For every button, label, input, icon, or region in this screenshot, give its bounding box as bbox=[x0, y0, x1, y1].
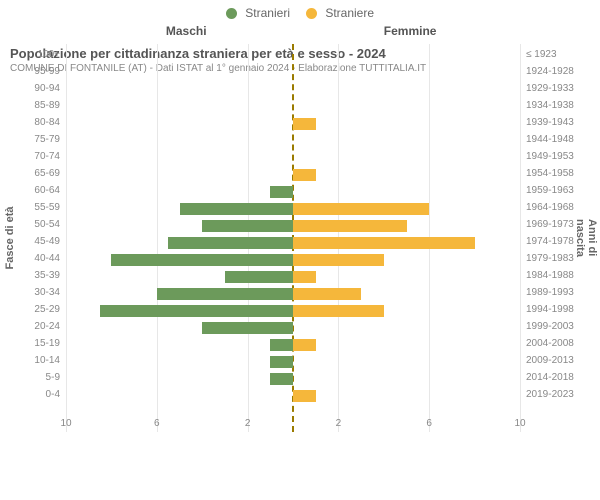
birth-years-label: 1984-1988 bbox=[526, 270, 598, 281]
birth-years-label: 1929-1933 bbox=[526, 83, 598, 94]
bar-male bbox=[168, 237, 293, 249]
birth-years-label: 1944-1948 bbox=[526, 134, 598, 145]
x-tick-label: 10 bbox=[514, 418, 525, 429]
legend-label-female: Straniere bbox=[325, 6, 374, 20]
birth-years-label: 1934-1938 bbox=[526, 100, 598, 111]
birth-years-label: 1964-1968 bbox=[526, 202, 598, 213]
age-label: 5-9 bbox=[2, 372, 60, 383]
legend: Stranieri Straniere bbox=[0, 0, 600, 20]
x-tick-label: 6 bbox=[426, 418, 432, 429]
legend-item-female: Straniere bbox=[306, 6, 374, 20]
header-male: Maschi bbox=[166, 24, 207, 38]
birth-years-label: 1989-1993 bbox=[526, 287, 598, 298]
legend-label-male: Stranieri bbox=[245, 6, 290, 20]
legend-swatch-female bbox=[306, 8, 317, 19]
age-label: 0-4 bbox=[2, 389, 60, 400]
y-axis-title-left: Fasce di età bbox=[4, 207, 16, 270]
bar-female bbox=[293, 339, 316, 351]
population-pyramid: 100+≤ 192395-991924-192890-941929-193385… bbox=[66, 44, 520, 432]
bar-female bbox=[293, 237, 475, 249]
legend-swatch-male bbox=[226, 8, 237, 19]
bar-male bbox=[270, 339, 293, 351]
bar-male bbox=[202, 322, 293, 334]
x-tick-label: 6 bbox=[154, 418, 160, 429]
birth-years-label: 2009-2013 bbox=[526, 355, 598, 366]
birth-years-label: 2014-2018 bbox=[526, 372, 598, 383]
bar-female bbox=[293, 203, 429, 215]
birth-years-label: 2019-2023 bbox=[526, 389, 598, 400]
age-label: 85-89 bbox=[2, 100, 60, 111]
age-label: 10-14 bbox=[2, 355, 60, 366]
bar-male bbox=[270, 186, 293, 198]
age-label: 75-79 bbox=[2, 134, 60, 145]
age-label: 90-94 bbox=[2, 83, 60, 94]
bar-male bbox=[225, 271, 293, 283]
bar-female bbox=[293, 305, 384, 317]
birth-years-label: ≤ 1923 bbox=[526, 49, 598, 60]
age-label: 35-39 bbox=[2, 270, 60, 281]
birth-years-label: 1959-1963 bbox=[526, 185, 598, 196]
bar-female bbox=[293, 390, 316, 402]
bar-female bbox=[293, 254, 384, 266]
birth-years-label: 1949-1953 bbox=[526, 151, 598, 162]
age-label: 60-64 bbox=[2, 185, 60, 196]
legend-item-male: Stranieri bbox=[226, 6, 290, 20]
bar-male bbox=[202, 220, 293, 232]
age-label: 65-69 bbox=[2, 168, 60, 179]
bar-female bbox=[293, 169, 316, 181]
birth-years-label: 1939-1943 bbox=[526, 117, 598, 128]
age-label: 70-74 bbox=[2, 151, 60, 162]
bar-male bbox=[270, 356, 293, 368]
bar-female bbox=[293, 271, 316, 283]
age-label: 30-34 bbox=[2, 287, 60, 298]
age-label: 25-29 bbox=[2, 304, 60, 315]
age-label: 15-19 bbox=[2, 338, 60, 349]
age-label: 20-24 bbox=[2, 321, 60, 332]
age-label: 80-84 bbox=[2, 117, 60, 128]
x-tick-label: 10 bbox=[60, 418, 71, 429]
birth-years-label: 1924-1928 bbox=[526, 66, 598, 77]
birth-years-label: 1954-1958 bbox=[526, 168, 598, 179]
age-label: 95-99 bbox=[2, 66, 60, 77]
age-label: 100+ bbox=[2, 49, 60, 60]
birth-years-label: 1999-2003 bbox=[526, 321, 598, 332]
bar-male bbox=[100, 305, 293, 317]
x-tick-label: 2 bbox=[336, 418, 342, 429]
x-tick-label: 2 bbox=[245, 418, 251, 429]
bar-male bbox=[157, 288, 293, 300]
bar-male bbox=[270, 373, 293, 385]
bar-female bbox=[293, 288, 361, 300]
y-axis-title-right: Anni di nascita bbox=[574, 219, 598, 257]
bar-female bbox=[293, 220, 407, 232]
header-female: Femmine bbox=[384, 24, 437, 38]
column-headers: Maschi Femmine bbox=[0, 24, 600, 40]
birth-years-label: 1994-1998 bbox=[526, 304, 598, 315]
bar-male bbox=[180, 203, 294, 215]
birth-years-label: 2004-2008 bbox=[526, 338, 598, 349]
bar-female bbox=[293, 118, 316, 130]
bar-male bbox=[111, 254, 293, 266]
